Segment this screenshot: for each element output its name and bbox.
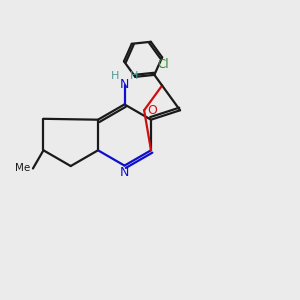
Text: N: N <box>120 78 129 92</box>
Text: Cl: Cl <box>157 58 169 71</box>
Text: N: N <box>120 166 129 179</box>
Text: H: H <box>130 71 138 81</box>
Text: O: O <box>148 104 158 117</box>
Text: Me: Me <box>15 164 31 173</box>
Text: H: H <box>111 71 119 81</box>
